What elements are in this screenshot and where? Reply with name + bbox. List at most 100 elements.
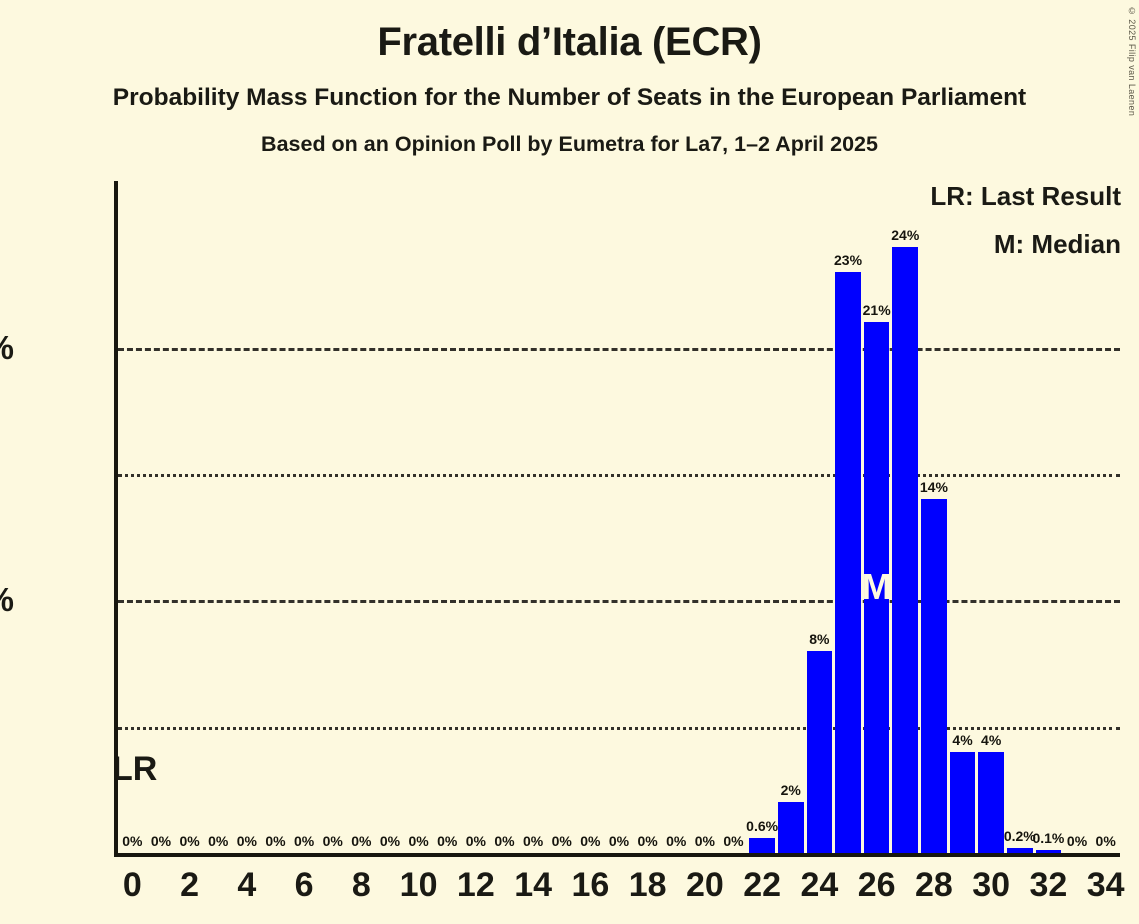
bar-value-label: 4% bbox=[952, 731, 973, 748]
bar-value-label: 0% bbox=[637, 833, 658, 849]
bar-value-label: 0% bbox=[551, 833, 572, 849]
bar-value-label: 0.6% bbox=[746, 817, 779, 834]
bar-slot[interactable]: 0.6% bbox=[746, 181, 779, 853]
x-tick-label-4: 4 bbox=[237, 866, 257, 904]
bar-slot[interactable]: 0% bbox=[490, 181, 519, 853]
x-tick-label-22: 22 bbox=[743, 866, 782, 904]
bar-value-label: 0% bbox=[236, 833, 257, 849]
last-result-marker: LR bbox=[112, 750, 158, 788]
bar-value-label: 14% bbox=[919, 479, 948, 496]
bar-slot[interactable]: 0% bbox=[261, 181, 290, 853]
x-tick-label-10: 10 bbox=[399, 866, 438, 904]
bar-value-label: 0% bbox=[208, 833, 229, 849]
bar-value-label: 0% bbox=[122, 833, 143, 849]
bar-slot[interactable]: 0% bbox=[318, 181, 347, 853]
bar-value-label: 0.1% bbox=[1032, 830, 1065, 847]
bar-slot[interactable]: 0% bbox=[290, 181, 319, 853]
bar-value-label: 0% bbox=[580, 833, 601, 849]
bar[interactable] bbox=[978, 751, 1004, 853]
page-title: Fratelli d’Italia (ECR) bbox=[377, 20, 762, 64]
gridline-15pct bbox=[118, 474, 1120, 478]
copyright-notice: © 2025 Filip van Laenen bbox=[1127, 6, 1137, 117]
gridline-20pct bbox=[118, 347, 1120, 351]
bar[interactable] bbox=[749, 837, 775, 853]
bar-slot[interactable]: 0% bbox=[662, 181, 691, 853]
bar-value-label: 0% bbox=[437, 833, 458, 849]
bar-slot[interactable]: 23% bbox=[834, 181, 863, 853]
bar-value-label: 0% bbox=[322, 833, 343, 849]
gridline-10pct bbox=[118, 600, 1120, 604]
bar-slot[interactable]: 0% bbox=[1091, 181, 1120, 853]
bar[interactable] bbox=[806, 650, 833, 853]
bar-series: 0% 0% 0% 0% 0% 0% 0% 0% 0% 0% 0% 0% 0% 0% 0% 0% 0% 0% 0% 0%… bbox=[118, 181, 1120, 853]
x-tick-label-16: 16 bbox=[571, 866, 610, 904]
y-tick-label-10%: 10% bbox=[0, 583, 14, 616]
bar-slot[interactable]: 0% bbox=[633, 181, 662, 853]
bar-slot[interactable]: 0% bbox=[433, 181, 462, 853]
x-tick-label-30: 30 bbox=[972, 866, 1011, 904]
bar-value-label: 0% bbox=[1066, 833, 1088, 849]
bar-slot[interactable]: 0% bbox=[233, 181, 262, 853]
bar-value-label: 4% bbox=[981, 731, 1002, 748]
chart-source: Based on an Opinion Poll by Eumetra for … bbox=[261, 131, 878, 156]
bar-slot[interactable]: 0% bbox=[147, 181, 176, 853]
bar-slot[interactable]: 8% bbox=[805, 181, 834, 853]
bar[interactable] bbox=[1006, 847, 1033, 853]
bar[interactable] bbox=[1035, 850, 1062, 853]
bar-slot[interactable]: 0% bbox=[691, 181, 720, 853]
x-tick-label-34: 34 bbox=[1086, 866, 1125, 904]
legend: LR: Last Result M: Median bbox=[930, 183, 1121, 279]
bar-slot[interactable]: 4% bbox=[948, 181, 977, 853]
x-axis-line bbox=[114, 853, 1120, 857]
bar-value-label: 0% bbox=[179, 833, 200, 849]
y-tick-label-20%: 20% bbox=[0, 331, 14, 364]
bar-slot[interactable]: 0.2% bbox=[1004, 181, 1036, 853]
bar-slot[interactable]: 0% bbox=[1063, 181, 1092, 853]
y-axis-line bbox=[114, 181, 118, 853]
bar-value-label: 0% bbox=[465, 833, 486, 849]
bar-value-label: 0% bbox=[723, 833, 744, 849]
bar-slot[interactable]: 24% bbox=[891, 181, 920, 853]
bar-slot[interactable]: 0% bbox=[404, 181, 433, 853]
x-tick-label-24: 24 bbox=[800, 866, 839, 904]
bar-slot[interactable]: 0% bbox=[605, 181, 634, 853]
bar-slot[interactable]: 0% bbox=[204, 181, 233, 853]
bar-slot[interactable]: 2% bbox=[776, 181, 805, 853]
bar-slot[interactable]: 0.1% bbox=[1032, 181, 1065, 853]
x-tick-label-8: 8 bbox=[351, 866, 371, 904]
bar[interactable] bbox=[921, 499, 947, 853]
x-tick-label-12: 12 bbox=[456, 866, 495, 904]
bar[interactable] bbox=[863, 322, 890, 853]
bar[interactable] bbox=[777, 802, 804, 853]
bar-value-label: 0% bbox=[608, 833, 630, 849]
bar-slot[interactable]: 0% bbox=[175, 181, 204, 853]
bar-slot[interactable]: 4% bbox=[977, 181, 1006, 853]
x-tick-label-20: 20 bbox=[685, 866, 724, 904]
x-axis-tick-labels: 0 2 4 6 8 10 12 14 16 18 20 22 24 26 28 30 32 34 bbox=[118, 866, 1125, 918]
bar-slot[interactable]: 0% bbox=[719, 181, 748, 853]
chart-subtitle: Probability Mass Function for the Number… bbox=[112, 84, 1027, 111]
bar-slot[interactable]: 21% M bbox=[861, 181, 892, 853]
legend-item-median: M: Median bbox=[993, 229, 1121, 259]
bar-value-label: 0% bbox=[293, 833, 315, 849]
bar-slot[interactable]: 14% bbox=[920, 181, 949, 853]
x-tick-label-6: 6 bbox=[294, 866, 314, 904]
bar-value-label: 0% bbox=[522, 833, 544, 849]
bar[interactable] bbox=[892, 246, 919, 853]
bar-value-label: 21% bbox=[862, 302, 891, 319]
bar-slot[interactable]: 0% bbox=[576, 181, 605, 853]
bar[interactable] bbox=[835, 271, 861, 853]
bar-slot[interactable]: 0% bbox=[347, 181, 376, 853]
x-tick-label-14: 14 bbox=[514, 866, 553, 904]
bar-slot[interactable]: 0% bbox=[519, 181, 548, 853]
gridline-5pct bbox=[118, 726, 1120, 730]
bar-value-label: 0% bbox=[408, 833, 429, 849]
bar-slot[interactable]: 0% bbox=[118, 181, 147, 853]
bar-slot[interactable]: 0% bbox=[547, 181, 576, 853]
bar-value-label: 8% bbox=[809, 630, 830, 647]
bar[interactable] bbox=[949, 751, 976, 853]
bar-slot[interactable]: 0% bbox=[462, 181, 491, 853]
median-marker: M bbox=[861, 566, 892, 607]
bar-value-label: 23% bbox=[834, 251, 863, 268]
bar-slot[interactable]: 0% bbox=[376, 181, 405, 853]
